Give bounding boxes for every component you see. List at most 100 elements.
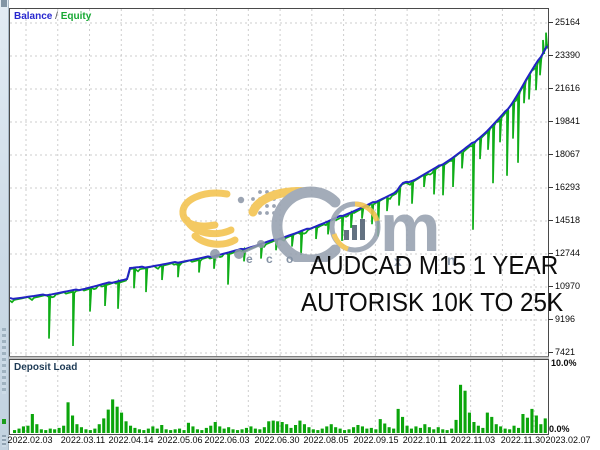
deposit-load-bar [512, 425, 516, 433]
caption-line-1: AUDCAD M15 1 YEAR [310, 250, 559, 280]
deposit-load-bar [249, 426, 253, 433]
panel-separator [9, 356, 549, 360]
x-axis-label: 2022.06.30 [254, 435, 300, 445]
deposit-load-bar [244, 427, 248, 433]
deposit-load-bar [472, 422, 476, 433]
deposit-load-bar [120, 412, 124, 433]
deposit-load-bar [151, 426, 155, 433]
deposit-load-bar [146, 428, 150, 433]
y-axis-label: 25164 [555, 17, 581, 27]
x-axis-label: 2022.11.30 [500, 435, 546, 445]
deposit-load-bar [329, 424, 333, 433]
deposit-load-bar [441, 429, 445, 433]
deposit-load-bar [169, 430, 173, 433]
deposit-load-bar [485, 412, 489, 433]
deposit-load-bar [401, 416, 405, 433]
deposit-load-bar [84, 429, 88, 433]
deposit-load-bar [481, 427, 485, 433]
deposit-load-bar [227, 427, 231, 433]
x-axis-label: 2022.05.06 [157, 435, 203, 445]
deposit-load-bar [463, 390, 467, 433]
deposit-load-bar [88, 430, 92, 433]
chart-legend: Balance / Equity [14, 11, 91, 22]
deposit-load-bar [311, 429, 315, 433]
x-axis-label: 2022.09.15 [353, 435, 399, 445]
deposit-load-bar [271, 420, 275, 433]
deposit-load-bar [285, 424, 289, 433]
deposit-load-bar [253, 428, 257, 433]
deposit-load-bar [26, 425, 30, 433]
deposit-load-bar [307, 427, 311, 433]
deposit-load-bar [302, 424, 306, 433]
deposit-load-bar [186, 422, 190, 433]
deposit-load-bar [53, 429, 57, 433]
deposit-load-bar [316, 430, 320, 433]
deposit-load-bar [427, 427, 431, 433]
deposit-load-bar [182, 430, 186, 433]
deposit-load-bar [369, 427, 373, 433]
deposit-load-bar [17, 428, 21, 433]
deposit-load-bar [71, 415, 75, 433]
y-axis-tick [548, 187, 553, 189]
deposit-load-bar [178, 428, 182, 433]
legend-balance-label: Balance [14, 11, 53, 22]
deposit-load-bar [262, 427, 266, 433]
deposit-load-bar [517, 427, 521, 433]
deposit-load-bar [378, 419, 382, 433]
deposit-load-bar [294, 425, 298, 433]
deposit-load-bar [436, 427, 440, 433]
y-axis-tick [548, 55, 553, 56]
y-axis-label: 19841 [555, 116, 581, 127]
x-axis-label: 2022.06.03 [204, 435, 250, 445]
deposit-load-bar [454, 419, 458, 433]
y-axis-tick [548, 319, 553, 321]
deposit-max-label: 10.0% [551, 358, 577, 368]
deposit-load-bar [240, 429, 244, 433]
deposit-load-bar [298, 420, 302, 433]
deposit-load-bar [530, 408, 534, 433]
deposit-load-chart [13, 360, 547, 434]
deposit-load-bar [79, 427, 83, 433]
deposit-load-bar [39, 429, 43, 433]
window-edge-mark [1, 0, 7, 7]
deposit-load-bar [129, 425, 133, 433]
deposit-load-bar [356, 425, 360, 433]
deposit-load-bar [320, 428, 324, 433]
x-axis-label: 2022.11.03 [450, 435, 496, 445]
deposit-load-bar [467, 412, 471, 433]
deposit-load-bar [352, 427, 356, 433]
deposit-load-bar [57, 427, 61, 433]
x-axis-label: 2022.04.14 [108, 435, 154, 445]
deposit-load-panel: Deposit Load [9, 359, 549, 435]
deposit-load-bar [539, 424, 543, 433]
y-axis-label: 12744 [555, 248, 581, 259]
deposit-load-bar [347, 429, 351, 433]
deposit-load-bar [48, 428, 52, 433]
deposit-load-bar [231, 429, 235, 433]
deposit-load-title: Deposit Load [14, 362, 78, 373]
deposit-load-bar [432, 429, 436, 433]
deposit-load-bar [409, 428, 413, 433]
deposit-load-bar [13, 430, 17, 433]
deposit-load-bar [334, 427, 338, 433]
y-axis-tick [548, 352, 553, 354]
y-axis-label: 16293 [555, 182, 581, 193]
deposit-load-bar [543, 418, 547, 433]
y-axis-tick [548, 22, 553, 23]
deposit-load-bar [387, 427, 391, 433]
deposit-load-bar [97, 424, 101, 433]
deposit-load-bar [325, 426, 329, 433]
y-axis-label: 10970 [555, 281, 581, 292]
deposit-load-bar [106, 409, 110, 433]
deposit-load-bar [173, 429, 177, 433]
deposit-load-bar [115, 406, 119, 433]
y-axis-tick [548, 121, 553, 123]
deposit-load-bar [365, 428, 369, 433]
deposit-load-bar [476, 425, 480, 433]
y-axis-tick [548, 220, 553, 222]
y-axis-tick [548, 286, 553, 288]
x-axis-label: 2022.02.03 [7, 435, 53, 445]
y-axis-label: 9196 [555, 314, 576, 325]
deposit-load-bar [423, 424, 427, 433]
y-axis-label: 23390 [555, 50, 581, 60]
